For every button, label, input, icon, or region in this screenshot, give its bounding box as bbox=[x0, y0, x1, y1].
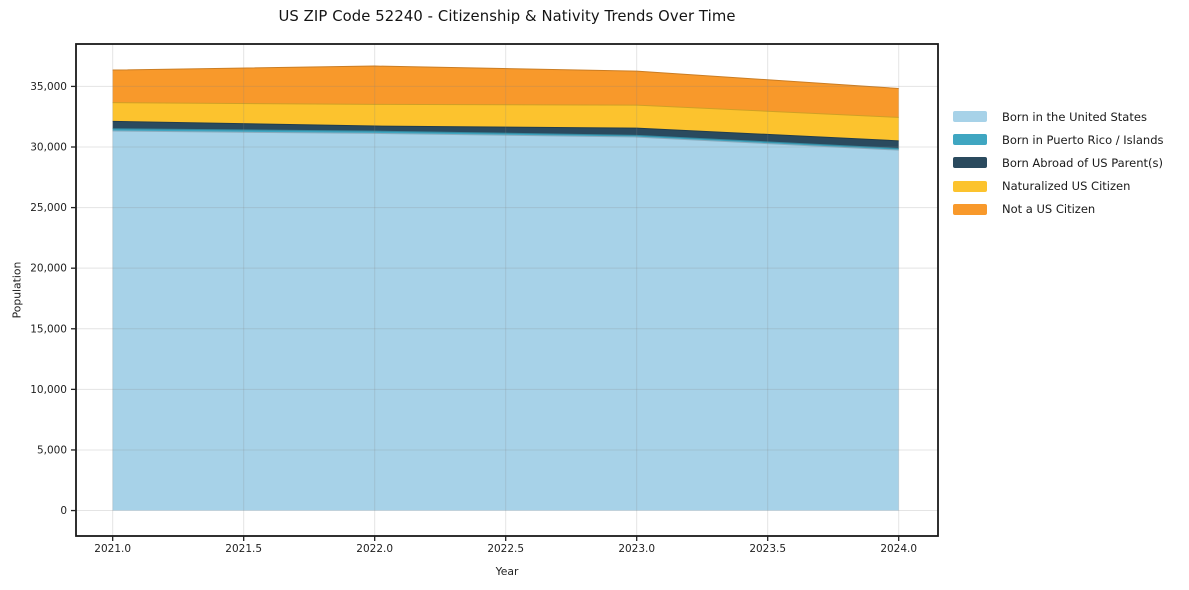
area-band-0 bbox=[112, 131, 899, 511]
y-tick-label: 20,000 bbox=[30, 263, 67, 275]
x-axis-title: Year bbox=[495, 565, 519, 578]
x-tick-label: 2021.5 bbox=[225, 543, 262, 555]
legend-label-1: Born in Puerto Rico / Islands bbox=[1002, 132, 1164, 147]
legend-item-3: Naturalized US Citizen bbox=[953, 175, 1164, 198]
chart-title: US ZIP Code 52240 - Citizenship & Nativi… bbox=[278, 8, 736, 25]
area-band-edge-4 bbox=[112, 65, 899, 89]
legend-label-2: Born Abroad of US Parent(s) bbox=[1002, 155, 1163, 170]
x-tick-label: 2022.5 bbox=[487, 543, 524, 555]
legend-label-4: Not a US Citizen bbox=[1002, 202, 1096, 217]
y-tick-label: 30,000 bbox=[30, 142, 67, 154]
x-tick-label: 2023.5 bbox=[749, 543, 786, 555]
x-tick-label: 2023.0 bbox=[618, 543, 655, 555]
legend-label-0: Born in the United States bbox=[1002, 109, 1147, 124]
legend-label-3: Naturalized US Citizen bbox=[1002, 179, 1131, 194]
legend-item-0: Born in the United States bbox=[953, 105, 1164, 128]
x-tick-label: 2022.0 bbox=[356, 543, 393, 555]
area-band-edge-0 bbox=[112, 130, 899, 151]
plot-border bbox=[75, 43, 939, 537]
y-axis-title: Population bbox=[10, 261, 24, 319]
y-tick-label: 10,000 bbox=[30, 384, 67, 396]
legend-swatch-4 bbox=[953, 203, 987, 215]
area-band-edge-2 bbox=[112, 120, 899, 142]
legend: Born in the United States Born in Puerto … bbox=[953, 105, 1164, 221]
x-tick-label: 2024.0 bbox=[880, 543, 917, 555]
legend-item-2: Born Abroad of US Parent(s) bbox=[953, 151, 1164, 174]
legend-swatch-2 bbox=[953, 157, 987, 169]
legend-item-1: Born in Puerto Rico / Islands bbox=[953, 128, 1164, 151]
y-tick-label: 5,000 bbox=[37, 444, 67, 456]
legend-swatch-0 bbox=[953, 111, 987, 123]
y-tick-label: 25,000 bbox=[30, 202, 67, 214]
legend-swatch-3 bbox=[953, 180, 987, 192]
y-tick-label: 35,000 bbox=[30, 81, 67, 93]
legend-swatch-1 bbox=[953, 134, 987, 146]
area-band-2 bbox=[112, 121, 899, 149]
area-band-1 bbox=[112, 128, 899, 151]
area-band-4 bbox=[112, 66, 899, 118]
y-tick-label: 0 bbox=[60, 505, 67, 517]
x-tick-label: 2021.0 bbox=[94, 543, 131, 555]
y-tick-label: 15,000 bbox=[30, 323, 67, 335]
legend-item-4: Not a US Citizen bbox=[953, 198, 1164, 221]
area-band-edge-1 bbox=[112, 128, 899, 149]
area-band-edge-3 bbox=[112, 102, 899, 118]
